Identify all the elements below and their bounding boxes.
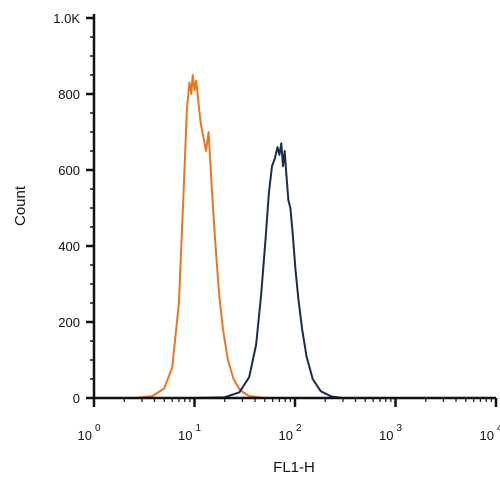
x-tick-label: 10 — [480, 428, 494, 443]
y-tick-label: 0 — [73, 391, 80, 406]
x-tick-exponent: 1 — [196, 423, 202, 434]
x-tick-label: 10 — [178, 428, 192, 443]
x-tick-label: 10 — [279, 428, 293, 443]
x-tick-label: 10 — [78, 428, 92, 443]
y-tick-label: 600 — [58, 163, 80, 178]
y-tick-label: 200 — [58, 315, 80, 330]
series-line-2 — [94, 142, 496, 399]
y-tick-label: 400 — [58, 239, 80, 254]
x-tick-label: 10 — [379, 428, 393, 443]
y-axis-title: Count — [12, 185, 29, 226]
y-tick-label: 1.0K — [53, 11, 80, 26]
series-line-1 — [94, 74, 496, 399]
y-tick-label: 800 — [58, 87, 80, 102]
x-axis-title: FL1-H — [273, 459, 315, 476]
x-tick-exponent: 4 — [497, 423, 500, 434]
x-tick-exponent: 2 — [296, 423, 302, 434]
x-tick-exponent: 3 — [397, 423, 403, 434]
x-tick-exponent: 0 — [95, 423, 101, 434]
